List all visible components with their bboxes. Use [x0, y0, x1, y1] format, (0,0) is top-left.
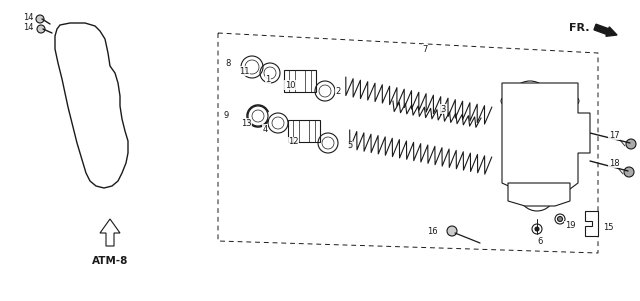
Text: ATM-8: ATM-8 — [92, 256, 128, 266]
Circle shape — [529, 122, 557, 150]
Circle shape — [92, 52, 99, 60]
Text: 14: 14 — [23, 13, 33, 21]
Text: 17: 17 — [609, 131, 620, 139]
Circle shape — [510, 81, 550, 121]
Text: 6: 6 — [538, 237, 543, 246]
Circle shape — [81, 66, 88, 73]
Circle shape — [81, 92, 88, 100]
Circle shape — [92, 79, 99, 86]
Circle shape — [81, 105, 88, 113]
Text: 16: 16 — [427, 226, 437, 235]
Text: 2: 2 — [335, 86, 340, 95]
Bar — [284, 70, 316, 92]
Text: FR.: FR. — [570, 23, 590, 33]
Text: 19: 19 — [564, 222, 575, 231]
Text: 1: 1 — [266, 75, 271, 83]
Circle shape — [68, 105, 76, 113]
Text: 4: 4 — [262, 125, 268, 134]
Circle shape — [537, 93, 573, 129]
Text: 7: 7 — [422, 45, 428, 54]
Text: 8: 8 — [225, 58, 230, 67]
FancyArrow shape — [594, 24, 617, 36]
Circle shape — [81, 52, 88, 60]
Circle shape — [557, 216, 563, 222]
Text: 10: 10 — [285, 80, 295, 89]
Circle shape — [81, 79, 88, 86]
Circle shape — [447, 226, 457, 236]
Polygon shape — [585, 211, 598, 236]
Circle shape — [68, 92, 76, 100]
Circle shape — [527, 183, 547, 203]
Circle shape — [516, 137, 534, 155]
Text: 9: 9 — [223, 111, 228, 120]
Circle shape — [36, 15, 44, 23]
Polygon shape — [100, 219, 120, 246]
Text: 15: 15 — [603, 222, 613, 231]
Circle shape — [516, 109, 534, 127]
Circle shape — [68, 52, 76, 60]
Text: 11: 11 — [239, 67, 249, 76]
Circle shape — [81, 39, 88, 46]
Circle shape — [624, 167, 634, 177]
Bar — [288, 120, 320, 142]
Text: 13: 13 — [241, 119, 252, 128]
Circle shape — [68, 66, 76, 73]
Circle shape — [68, 79, 76, 86]
Circle shape — [626, 139, 636, 149]
Text: 3: 3 — [440, 104, 445, 113]
Circle shape — [92, 39, 99, 46]
Text: 5: 5 — [348, 141, 353, 150]
Circle shape — [68, 39, 76, 46]
Text: 14: 14 — [23, 23, 33, 32]
Polygon shape — [502, 83, 590, 189]
Text: 12: 12 — [288, 138, 298, 147]
Text: 18: 18 — [609, 159, 620, 167]
Circle shape — [535, 227, 539, 231]
Polygon shape — [508, 183, 570, 206]
Polygon shape — [55, 23, 128, 188]
Circle shape — [74, 119, 81, 126]
Circle shape — [37, 25, 45, 33]
